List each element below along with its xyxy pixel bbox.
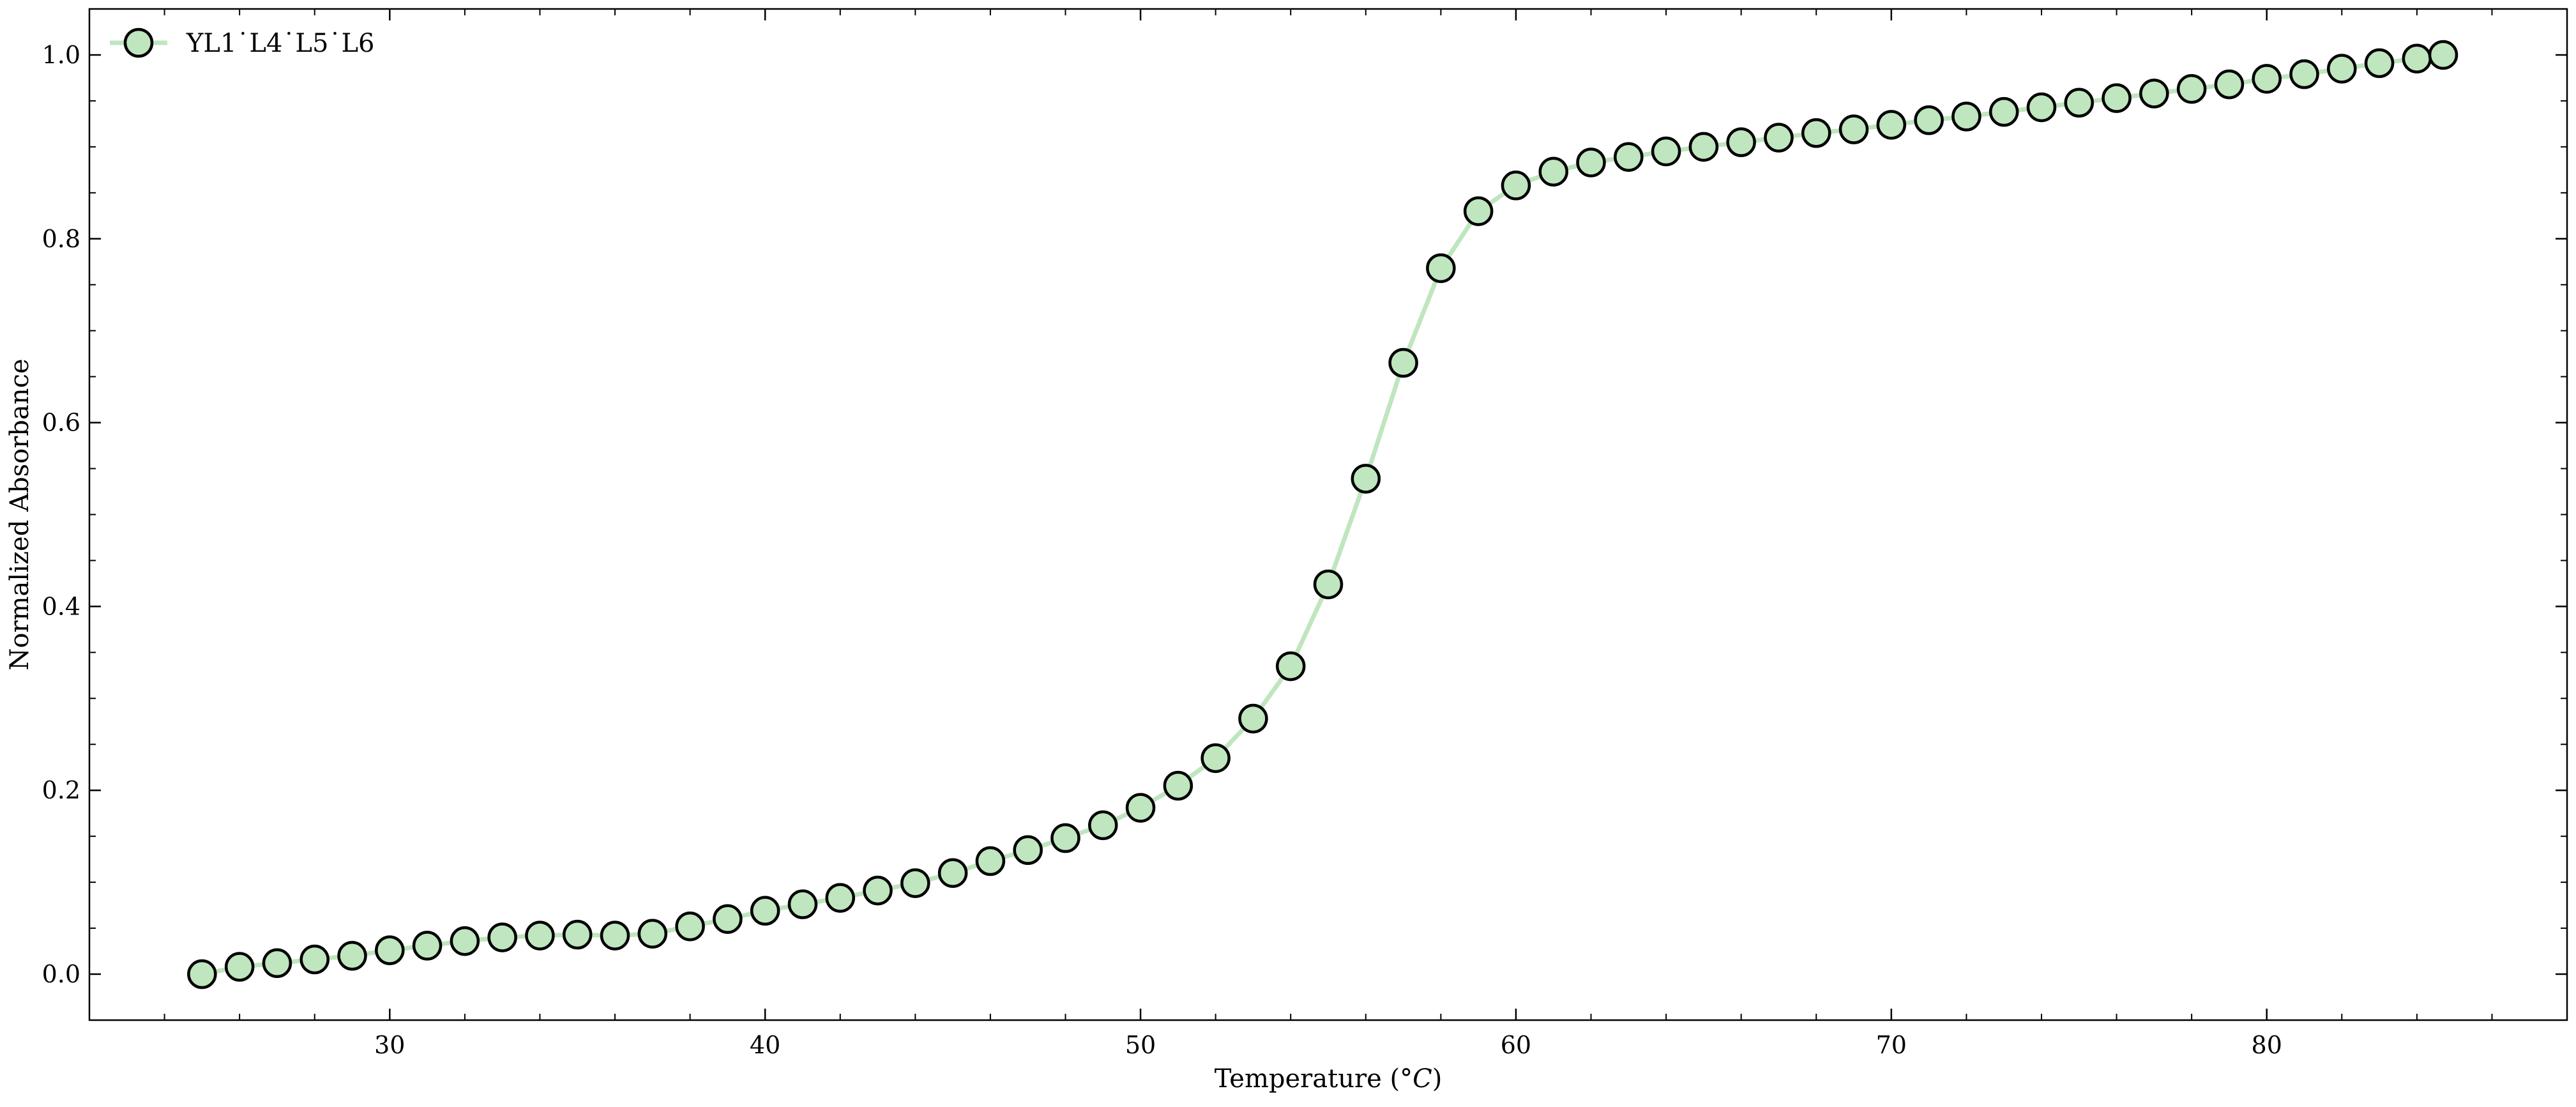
data-point: [750, 896, 780, 926]
data-point: [2176, 73, 2207, 104]
plot-frame: [88, 8, 2568, 1021]
data-point: [1125, 793, 1156, 823]
x-axis-title: Temperature (°C): [1215, 1064, 1443, 1094]
data-point: [187, 959, 217, 989]
data-point: [600, 920, 630, 950]
data-point: [2428, 40, 2459, 70]
data-point: [1088, 810, 1118, 841]
data-point: [1013, 835, 1043, 866]
data-point: [1238, 703, 1268, 734]
y-tick-label: 0.8: [42, 225, 80, 253]
data-point: [1351, 464, 1381, 494]
series-layer: [187, 40, 2459, 989]
data-point: [1313, 569, 1344, 600]
data-point: [487, 922, 517, 952]
data-point: [2102, 83, 2132, 113]
data-point: [787, 889, 818, 919]
data-point: [2289, 59, 2319, 89]
data-point: [2252, 64, 2282, 94]
data-point: [1801, 118, 1831, 148]
data-point: [1951, 102, 1981, 132]
data-point: [224, 952, 255, 982]
x-tick-label: 40: [750, 1031, 780, 1059]
data-point: [2214, 69, 2245, 100]
data-point: [675, 911, 705, 942]
data-point: [1163, 770, 1193, 801]
data-point: [450, 926, 480, 956]
data-point: [1201, 743, 1231, 774]
data-point: [1688, 132, 1719, 162]
data-point: [1275, 651, 1306, 682]
data-point: [1501, 171, 1531, 201]
data-point: [900, 868, 930, 898]
data-point: [825, 883, 856, 913]
y-axis-title: Normalized Absorbance: [5, 358, 34, 670]
data-point: [2402, 43, 2432, 73]
data-point: [262, 948, 292, 979]
legend-label: YL1˙L4˙L5˙L6: [186, 29, 374, 58]
data-point: [337, 941, 367, 971]
data-point: [1838, 114, 1869, 144]
y-tick-label: 0.4: [42, 592, 80, 620]
y-tick-label: 1.0: [42, 41, 80, 69]
x-tick-label: 30: [374, 1031, 405, 1059]
data-point: [1426, 253, 1456, 284]
data-point: [299, 944, 330, 975]
legend-marker-swatch: [123, 27, 154, 58]
x-tick-label: 60: [1501, 1031, 1531, 1059]
data-point: [562, 919, 593, 950]
data-point: [713, 904, 743, 934]
data-point: [2064, 88, 2095, 118]
data-point: [1614, 142, 1644, 172]
y-tick-label: 0.2: [42, 776, 80, 804]
data-point: [1726, 127, 1756, 157]
data-point: [1651, 136, 1681, 167]
data-point: [1576, 148, 1606, 178]
data-point: [2327, 54, 2357, 84]
data-point: [1388, 347, 1418, 378]
data-point: [1914, 105, 1944, 135]
x-tick-label: 70: [1876, 1031, 1907, 1059]
x-tick-label: 50: [1125, 1031, 1156, 1059]
data-point: [375, 935, 405, 965]
data-point: [1050, 823, 1080, 853]
data-point: [2139, 79, 2169, 109]
data-point: [637, 919, 668, 949]
legend: YL1˙L4˙L5˙L6: [110, 27, 374, 58]
data-point: [1538, 157, 1568, 187]
data-point: [412, 931, 443, 961]
data-point: [525, 920, 555, 950]
data-point: [1463, 196, 1494, 226]
y-tick-label: 0.6: [42, 409, 80, 437]
data-point: [1876, 110, 1907, 140]
x-tick-label: 80: [2252, 1031, 2282, 1059]
data-point: [937, 858, 968, 888]
data-point: [1989, 96, 2019, 127]
data-point: [863, 875, 893, 906]
data-point: [1764, 123, 1794, 153]
y-tick-label: 0.0: [42, 960, 80, 988]
tick-labels: 30 40 50 60 70 80 0.0 0.2 0.4 0.6 0.8 1.0: [42, 41, 2282, 1059]
data-point: [2364, 48, 2395, 79]
data-point: [2026, 92, 2057, 123]
data-point: [975, 846, 1006, 876]
